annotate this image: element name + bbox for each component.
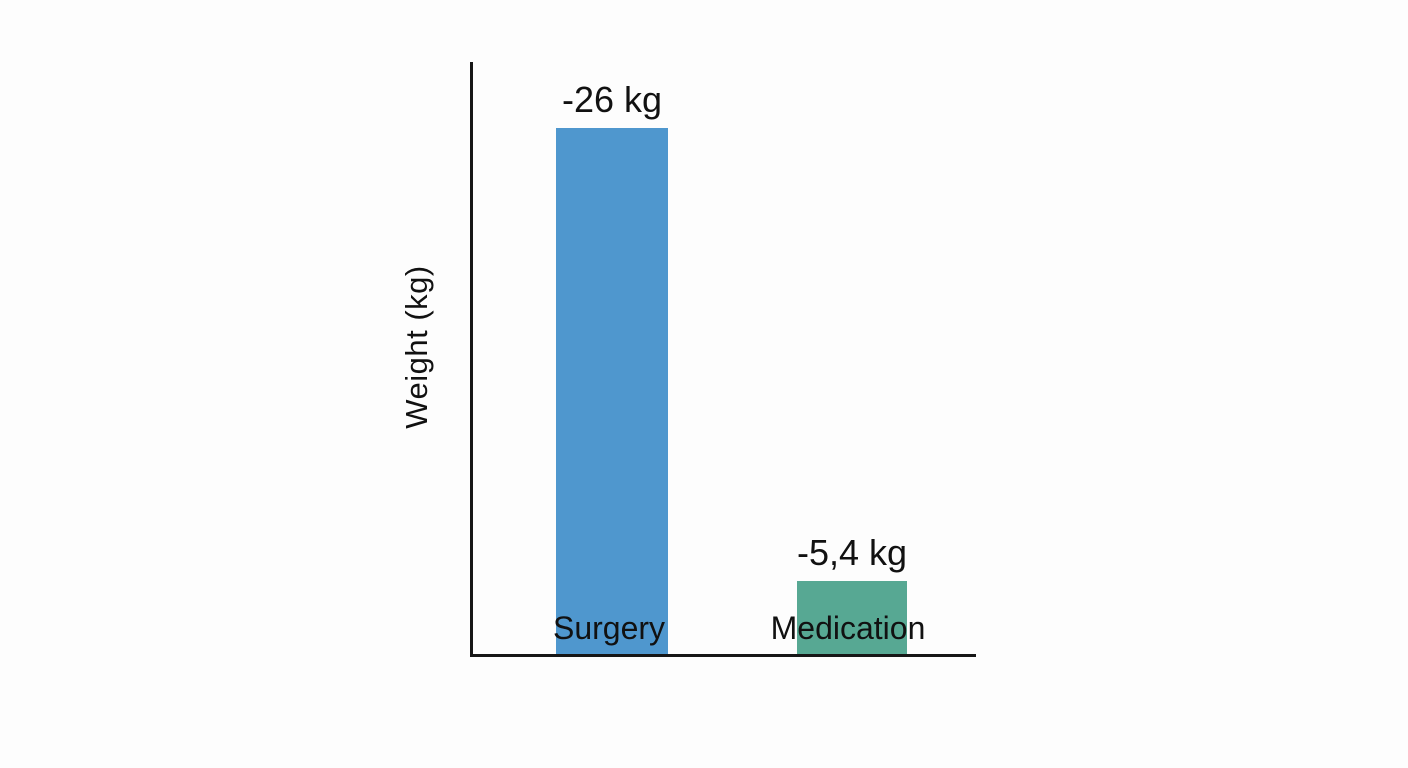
bar-value-label-medication: -5,4 kg: [796, 532, 908, 573]
plot-area: -26 kg -5,4 kg: [470, 62, 976, 657]
bar-medication: [797, 581, 907, 654]
bar-group-surgery: -26 kg: [556, 82, 668, 654]
x-axis-tick-label-surgery: Surgery: [552, 610, 666, 646]
bar-surgery: [556, 128, 668, 654]
bar-value-label-surgery: -26 kg: [561, 79, 663, 120]
bar-group-medication: -5,4 kg: [797, 535, 907, 654]
x-axis-tick-label-medication: Medication: [770, 610, 926, 646]
y-axis-label: Weight (kg): [399, 265, 434, 429]
